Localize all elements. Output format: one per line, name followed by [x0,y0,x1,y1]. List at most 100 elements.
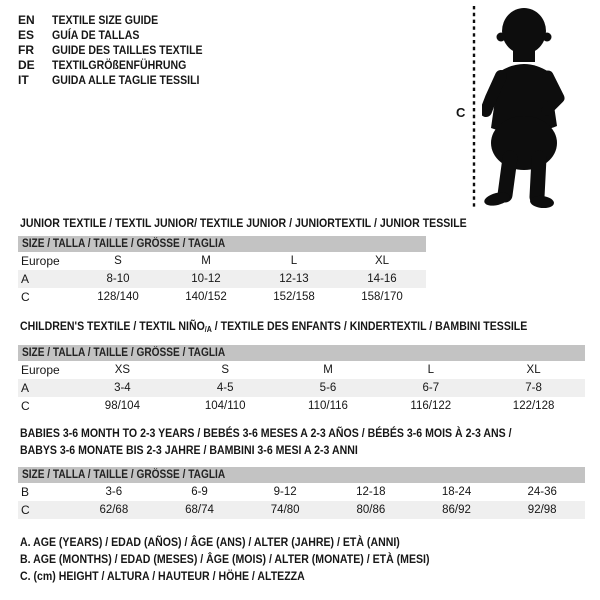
footnote-height-cm: C. (cm) HEIGHT / ALTURA / HAUTEUR / HÖHE… [20,568,485,585]
table-row-height: C 98/104 104/110 110/116 116/122 122/128 [18,397,585,415]
footnote-text: C. (cm) HEIGHT / ALTURA / HAUTEUR / HÖHE… [20,569,305,583]
value-cell: 92/98 [527,504,557,516]
row-label: C [21,503,30,517]
table-row-months: B 3-6 6-9 9-12 12-18 18-24 24-36 [18,483,585,501]
language-code: FR [18,43,34,57]
children-size-table: SIZE / TALLA / TAILLE / GRÖSSE / TAGLIA … [18,345,585,415]
size-cell: S [114,255,122,267]
language-code: ES [18,28,35,42]
children-title-subscript: /A [204,325,212,334]
region-label: Europe [21,254,60,268]
value-cell: 62/68 [99,504,129,516]
size-cell: XL [374,255,390,267]
value-cell: 74/80 [270,504,300,516]
value-cell: 7-8 [525,382,542,394]
language-title: GUÍA DE TALLAS [52,28,140,42]
language-title: GUIDE DES TAILLES TEXTILE [52,43,203,57]
value-cell: 5-6 [319,382,337,394]
size-header-bar: SIZE / TALLA / TAILLE / GRÖSSE / TAGLIA [18,236,426,252]
table-row-age: A 8-10 10-12 12-13 14-16 [18,270,426,288]
value-cell: 3-4 [114,382,131,394]
value-cell: 152/158 [273,291,315,303]
value-cell: 12-18 [356,486,386,498]
table-row-sizes: Europe XS S M L XL [18,361,585,379]
row-label: A [21,381,30,395]
row-label: A [21,272,30,286]
value-cell: 68/74 [185,504,214,516]
table-row-height: C 62/68 68/74 74/80 80/86 86/92 92/98 [18,501,585,519]
value-cell: 10-12 [191,273,221,285]
height-measure-line [472,6,476,210]
height-figure: C [450,2,590,214]
language-title: TEXTILE SIZE GUIDE [52,13,159,27]
children-title-post: / TEXTILE DES ENFANTS / KINDERTEXTIL / B… [211,319,528,333]
size-header-bar: SIZE / TALLA / TAILLE / GRÖSSE / TAGLIA [18,345,585,361]
value-cell: 4-5 [216,382,234,394]
row-label: C [21,399,30,413]
babies-size-table: SIZE / TALLA / TAILLE / GRÖSSE / TAGLIA … [18,467,585,519]
children-section-title-text: CHILDREN'S TEXTILE / TEXTIL NIÑO/A / TEX… [20,319,527,334]
size-cell: M [323,364,333,376]
value-cell: 14-16 [367,273,397,285]
language-row-it: IT GUIDA ALLE TAGLIE TESSILI [18,73,223,88]
value-cell: 8-10 [106,273,130,285]
language-title: GUIDA ALLE TAGLIE TESSILI [52,73,200,87]
language-row-de: DE TEXTILGRÖßENFÜHRUNG [18,58,223,73]
size-cell: XS [114,364,131,376]
footnote-age-months: B. AGE (MONTHS) / EDAD (MESES) / ÂGE (MO… [20,551,485,568]
footnotes: A. AGE (YEARS) / EDAD (AÑOS) / ÂGE (ANS)… [20,534,485,585]
language-row-es: ES GUÍA DE TALLAS [18,28,223,43]
value-cell: 110/116 [308,400,348,412]
language-code: IT [18,73,29,87]
row-label: B [21,485,30,499]
value-cell: 18-24 [441,486,472,498]
row-label: C [21,290,30,304]
value-cell: 12-13 [279,273,309,285]
value-cell: 6-7 [422,382,440,394]
babies-title-line1: BABIES 3-6 MONTH TO 2-3 YEARS / BEBÉS 3-… [20,426,512,440]
value-cell: 86/92 [442,504,471,516]
baby-silhouette-icon [482,8,565,208]
junior-size-table: SIZE / TALLA / TAILLE / GRÖSSE / TAGLIA … [18,236,426,306]
value-cell: 6-9 [191,486,208,498]
value-cell: 158/170 [361,291,403,303]
junior-section-title-text: JUNIOR TEXTILE / TEXTIL JUNIOR/ TEXTILE … [20,216,467,230]
value-cell: 80/86 [356,504,386,516]
value-cell: 140/152 [185,291,227,303]
babies-title-line2: BABYS 3-6 MONATE BIS 2-3 JAHRE / BAMBINI… [20,443,358,457]
size-header-label: SIZE / TALLA / TAILLE / GRÖSSE / TAGLIA [22,347,226,359]
value-cell: 122/128 [512,400,555,412]
height-measure-label: C [456,105,466,120]
value-cell: 128/140 [97,291,139,303]
value-cell: 116/122 [410,400,452,412]
children-title-pre: CHILDREN'S TEXTILE / TEXTIL NIÑO [20,319,205,333]
value-cell: 98/104 [104,400,140,412]
size-header-label: SIZE / TALLA / TAILLE / GRÖSSE / TAGLIA [22,469,226,481]
junior-section-title: JUNIOR TEXTILE / TEXTIL JUNIOR/ TEXTILE … [20,216,528,230]
footnote-text: A. AGE (YEARS) / EDAD (AÑOS) / ÂGE (ANS)… [20,535,400,549]
size-cell: M [201,255,211,267]
children-section-title: CHILDREN'S TEXTILE / TEXTIL NIÑO/A / TEX… [20,319,596,334]
size-cell: XL [526,364,541,376]
babies-section-title: BABIES 3-6 MONTH TO 2-3 YEARS / BEBÉS 3-… [20,425,579,459]
language-list: EN TEXTILE SIZE GUIDE ES GUÍA DE TALLAS … [18,13,223,88]
size-header-label: SIZE / TALLA / TAILLE / GRÖSSE / TAGLIA [22,238,226,250]
footnote-text: B. AGE (MONTHS) / EDAD (MESES) / ÂGE (MO… [20,552,430,566]
size-header-bar: SIZE / TALLA / TAILLE / GRÖSSE / TAGLIA [18,467,585,483]
language-title: TEXTILGRÖßENFÜHRUNG [52,58,187,72]
table-row-sizes: Europe S M L XL [18,252,426,270]
footnote-age-years: A. AGE (YEARS) / EDAD (AÑOS) / ÂGE (ANS)… [20,534,485,551]
value-cell: 24-36 [527,486,557,498]
language-code: EN [18,13,35,27]
language-code: DE [18,58,35,72]
size-cell: L [427,364,434,376]
language-row-fr: FR GUIDE DES TAILLES TEXTILE [18,43,223,58]
value-cell: 104/110 [204,400,246,412]
value-cell: 9-12 [273,486,297,498]
size-cell: L [290,255,298,267]
region-label: Europe [21,363,60,377]
value-cell: 3-6 [105,486,123,498]
language-row-en: EN TEXTILE SIZE GUIDE [18,13,223,28]
table-row-height: C 128/140 140/152 152/158 158/170 [18,288,426,306]
